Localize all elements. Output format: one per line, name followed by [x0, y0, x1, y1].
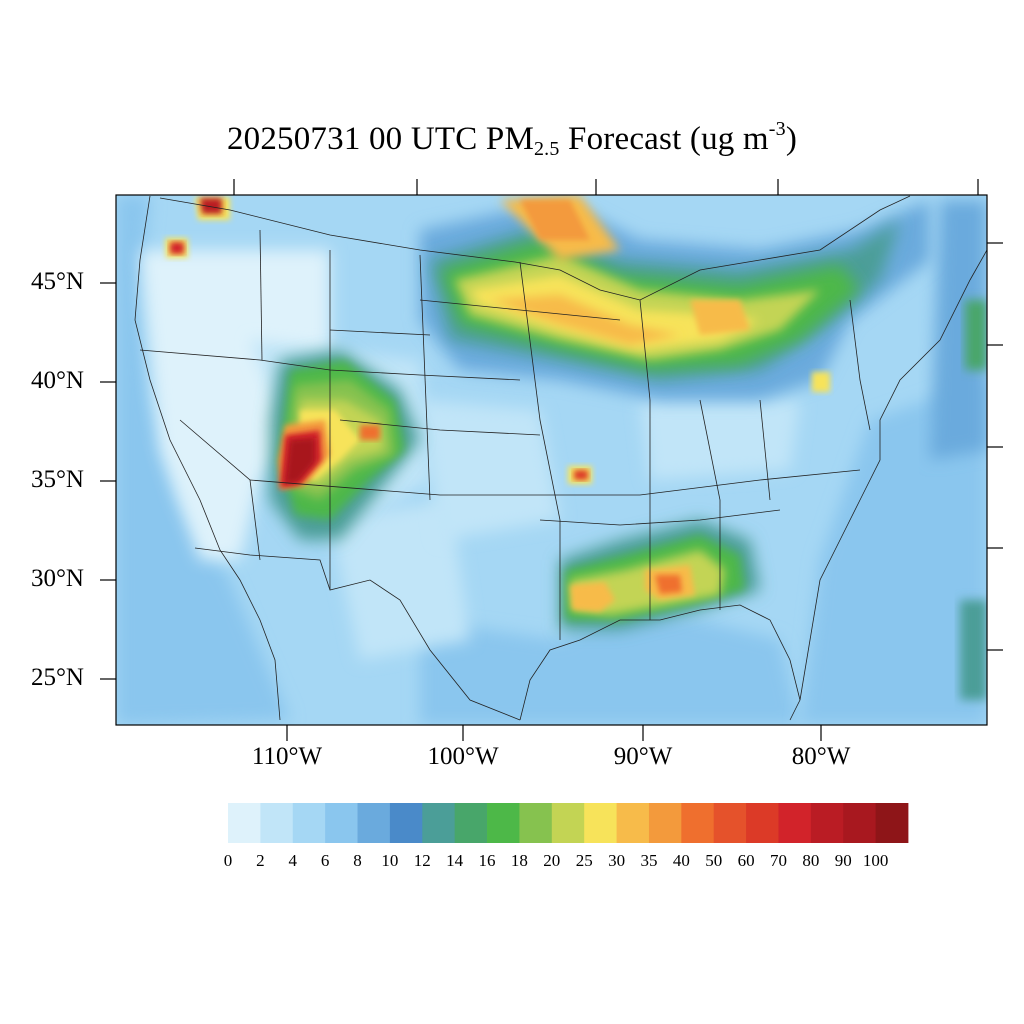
colorbar-swatch — [584, 803, 617, 843]
concentration-field — [116, 195, 987, 725]
colorbar-tick-label: 18 — [510, 851, 528, 870]
colorbar-swatch — [519, 803, 553, 843]
colorbar-swatch — [487, 803, 520, 843]
colorbar-tick-label: 8 — [353, 851, 362, 870]
colorbar-tick-label: 60 — [737, 851, 755, 870]
title-main: 20250731 00 UTC PM — [226, 121, 534, 157]
colorbar-swatch — [551, 803, 585, 843]
colorbar-swatch — [389, 803, 423, 843]
colorbar-tick-label: 10 — [381, 851, 399, 870]
colorbar-swatch — [681, 803, 715, 843]
colorbar-tick-label: 14 — [446, 851, 464, 870]
colorbar-swatch — [228, 803, 261, 843]
map-frame — [115, 194, 988, 726]
political-boundaries — [134, 195, 987, 721]
lon-label-100w: 100°W — [427, 743, 499, 770]
colorbar-swatch — [648, 803, 682, 843]
colorbar-swatch — [260, 803, 294, 843]
lon-label-90w: 90°W — [613, 743, 673, 770]
colorbar-tick-label: 50 — [705, 851, 723, 870]
colorbar-tick-label: 6 — [320, 851, 330, 870]
colorbar-tick-label: 0 — [223, 851, 233, 870]
colorbar-swatch — [843, 803, 877, 843]
lon-label-110w: 110°W — [251, 743, 323, 770]
colorbar-tick-label: 16 — [478, 851, 496, 870]
colorbar-swatch — [292, 803, 326, 843]
title-close: ) — [785, 121, 798, 157]
colorbar-swatch — [454, 803, 488, 843]
colorbar-swatch — [810, 803, 844, 843]
colorbar-tick-label: 4 — [288, 851, 298, 870]
axis-ticks — [100, 179, 1003, 741]
colorbar-tick-label: 80 — [802, 851, 820, 870]
colorbar-tick-label: 12 — [413, 851, 431, 870]
title-subscript: 2.5 — [533, 138, 560, 160]
colorbar — [228, 803, 909, 843]
colorbar-swatch — [325, 803, 358, 843]
lat-label-25n: 25°N — [30, 664, 84, 691]
lat-label-35n: 35°N — [30, 466, 84, 493]
colorbar-tick-label: 35 — [640, 851, 658, 870]
colorbar-tick-label: 30 — [608, 851, 626, 870]
colorbar-tick-label: 100 — [862, 851, 889, 870]
lat-label-45n: 45°N — [30, 268, 84, 295]
colorbar-tick-label: 25 — [575, 851, 593, 870]
lon-label-80w: 80°W — [791, 743, 851, 770]
title-rest: Forecast (ug m — [559, 121, 769, 157]
colorbar-swatch — [616, 803, 650, 843]
map-title: 20250731 00 UTC PM2.5 Forecast (ug m-3) — [0, 118, 1024, 161]
lat-label-30n: 30°N — [30, 565, 84, 592]
colorbar-swatch — [422, 803, 456, 843]
colorbar-swatch — [778, 803, 812, 843]
colorbar-tick-label: 20 — [543, 851, 561, 870]
colorbar-tick-label: 70 — [769, 851, 787, 870]
lat-label-40n: 40°N — [30, 367, 84, 394]
colorbar-tick-label: 90 — [834, 851, 852, 870]
title-superscript: -3 — [768, 118, 786, 140]
colorbar-swatch — [746, 803, 779, 843]
colorbar-tick-label: 40 — [672, 851, 690, 870]
colorbar-tick-label: 2 — [256, 851, 265, 870]
colorbar-swatch — [713, 803, 747, 843]
colorbar-swatch — [875, 803, 909, 843]
colorbar-swatch — [357, 803, 391, 843]
